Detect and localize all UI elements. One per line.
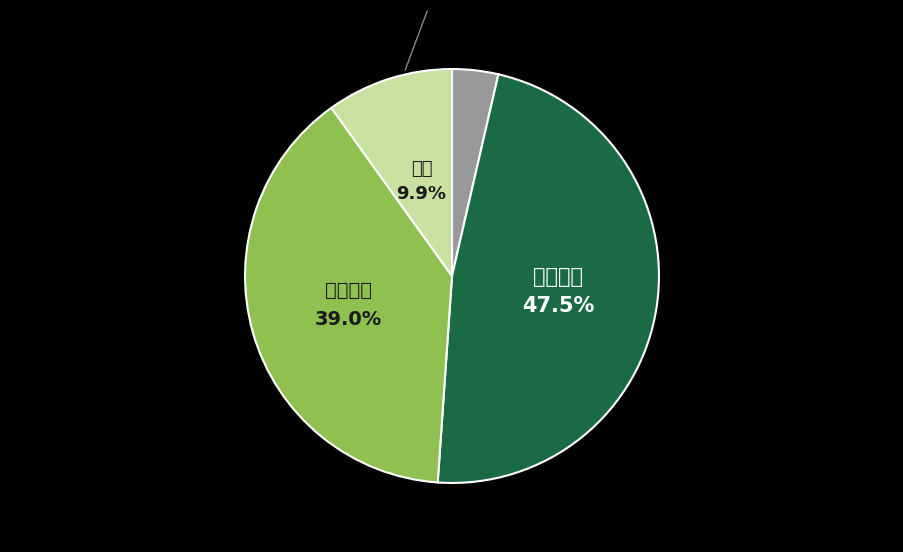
Text: ひらがな: ひらがな bbox=[533, 267, 582, 288]
Text: 漢字: 漢字 bbox=[410, 160, 432, 178]
Wedge shape bbox=[245, 108, 452, 482]
Wedge shape bbox=[452, 69, 498, 276]
Text: 9.9%: 9.9% bbox=[396, 185, 446, 203]
Text: 39.0%: 39.0% bbox=[314, 310, 382, 330]
Wedge shape bbox=[331, 69, 452, 276]
Text: カタカナ: カタカナ bbox=[324, 282, 371, 300]
Text: 47.5%: 47.5% bbox=[522, 296, 594, 316]
Wedge shape bbox=[437, 75, 658, 483]
